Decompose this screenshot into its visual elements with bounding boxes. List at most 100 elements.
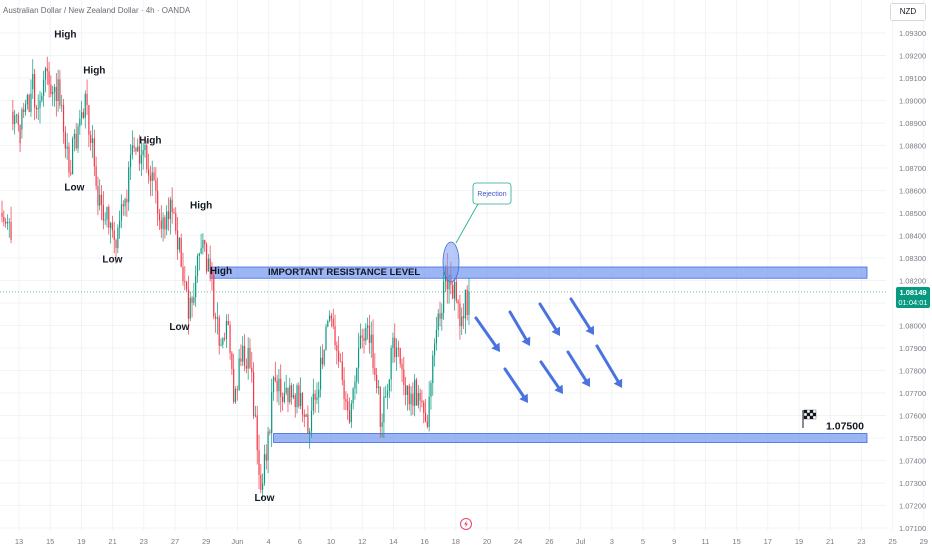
price-tick-label: 1.07700 [899, 389, 926, 398]
candle-body [329, 315, 331, 321]
candle-body [417, 393, 419, 406]
candle-body [448, 274, 450, 290]
currency-button[interactable]: NZD [890, 3, 926, 21]
candle-body [251, 367, 253, 373]
candle-body [334, 326, 336, 346]
candle-body [359, 335, 361, 348]
candle-body [231, 352, 233, 369]
candle-body [37, 107, 39, 110]
candle-body [390, 348, 392, 380]
candle-body [281, 396, 284, 402]
candle-body [406, 385, 409, 395]
bar-countdown: 01:04:01 [898, 298, 928, 307]
candle-body [70, 172, 72, 175]
candle-body [48, 71, 50, 85]
candle-body [323, 350, 325, 365]
candle-body [289, 385, 291, 403]
candle-body [202, 240, 204, 249]
candle-body [43, 79, 45, 96]
candle-body [148, 169, 150, 176]
candle-body [178, 237, 180, 250]
candle-body [146, 145, 148, 170]
time-tick-label: 11 [702, 537, 710, 546]
candle-body [258, 450, 260, 475]
candle-body [95, 166, 97, 186]
candle-body [298, 385, 300, 407]
candle-body [256, 415, 258, 451]
candle-body [186, 281, 188, 290]
candle-body [296, 385, 298, 408]
candle-body [224, 338, 226, 340]
rejection-highlight [442, 241, 460, 283]
candle-body [71, 138, 74, 175]
time-tick-label: 25 [888, 537, 896, 546]
candle-body [129, 154, 132, 168]
candle-body [336, 345, 338, 352]
candle-body [399, 348, 401, 364]
candle-body [437, 313, 439, 330]
candle-body [81, 112, 83, 119]
time-tick-label: 9 [672, 537, 676, 546]
candle-body [133, 145, 135, 148]
candle-body [419, 393, 421, 401]
candle-body [357, 348, 360, 368]
down-arrow-icon [508, 310, 531, 346]
candle-body [115, 240, 117, 249]
candle-body [233, 368, 235, 402]
time-tick-label: 6 [298, 537, 302, 546]
down-arrow-icon [569, 297, 594, 335]
candle-body [151, 172, 153, 181]
candle-body [415, 379, 418, 406]
time-tick-label: 20 [483, 537, 491, 546]
candle-body [128, 167, 130, 203]
candle-body [265, 454, 267, 461]
candle-body [41, 95, 43, 101]
callout-box [472, 182, 512, 205]
time-axis[interactable]: 13 15 19 21 23 27 29 Jun 4 6 10 12 14 16 18 20 24 26 Jul 3 5… [15, 537, 928, 546]
callout-text: Rejection [477, 191, 506, 198]
time-tick-label: 19 [795, 537, 803, 546]
candle-body [430, 383, 432, 397]
time-tick-label: 26 [545, 537, 553, 546]
candle-body [135, 147, 137, 152]
swing-low-label: Low [169, 322, 189, 333]
candle-body [189, 297, 191, 319]
swing-high-label: High [83, 66, 105, 77]
candle-body [234, 389, 237, 402]
target-flag-icon [802, 409, 817, 428]
candle-body [10, 221, 12, 240]
candle-body [423, 402, 425, 413]
candle-body [227, 321, 229, 325]
time-tick-label: Jul [576, 537, 586, 546]
time-tick-label: 5 [641, 537, 645, 546]
candle-body [319, 357, 322, 390]
down-arrow-icon [595, 344, 623, 388]
time-tick-label: 21 [108, 537, 116, 546]
candle-body [291, 385, 293, 398]
candle-body [195, 276, 197, 298]
candle-body [17, 114, 19, 125]
candle-body [401, 363, 403, 370]
candle-body [305, 414, 307, 417]
candle-body [196, 256, 199, 276]
lightning-event-icon[interactable] [460, 518, 472, 530]
candle-body [111, 222, 114, 231]
candle-body [207, 258, 209, 272]
candle-body [220, 344, 222, 346]
price-axis[interactable]: 1.09300 1.09200 1.09100 1.09000 1.08900 1.088… [899, 29, 926, 533]
candle-body [361, 335, 363, 338]
candle-body [182, 267, 184, 282]
candle-body [332, 318, 334, 327]
candle-body [77, 126, 79, 149]
candle-body [343, 380, 345, 400]
candle-body [462, 316, 465, 319]
candle-body [347, 401, 349, 411]
candle-body [439, 313, 441, 319]
candle-body [397, 347, 399, 349]
candle-body [21, 109, 23, 130]
swing-high-label: High [139, 135, 161, 146]
candle-body [175, 213, 177, 231]
candle-body [271, 392, 273, 433]
candle-body [386, 391, 389, 397]
